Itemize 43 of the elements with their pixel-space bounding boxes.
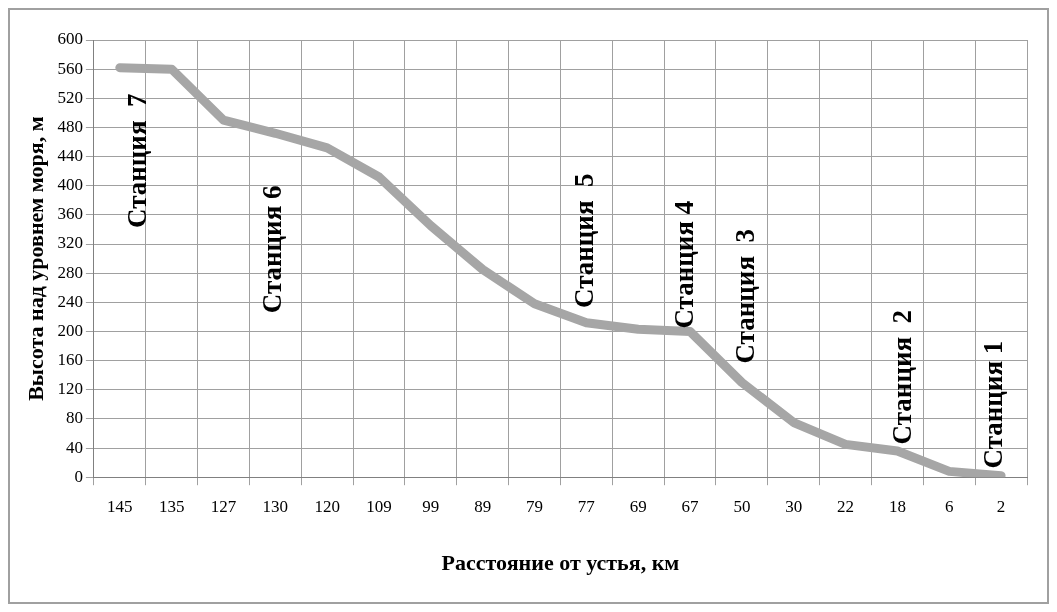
x-tick-label: 2 xyxy=(996,496,1006,516)
x-tick-label: 120 xyxy=(314,496,340,516)
x-tick-label: 22 xyxy=(837,496,855,516)
y-tick-label: 520 xyxy=(57,87,83,107)
y-tick-label: 280 xyxy=(57,262,83,282)
y-tick-label: 600 xyxy=(57,29,83,49)
x-tick-label: 135 xyxy=(158,496,185,516)
x-tick-label: 109 xyxy=(366,496,392,516)
y-tick-label: 400 xyxy=(57,175,83,195)
annotation: Станция 7 xyxy=(121,93,152,228)
x-tick-label: 18 xyxy=(888,496,906,516)
y-tick-label: 80 xyxy=(65,408,83,428)
annotation: Станция 6 xyxy=(256,185,287,314)
y-tick-label: 480 xyxy=(57,116,83,136)
x-tick-label: 69 xyxy=(629,496,647,516)
annotation: Станция 2 xyxy=(886,309,917,445)
x-tick-label: 67 xyxy=(681,496,700,516)
y-tick-label: 160 xyxy=(57,350,83,370)
x-tick-label: 127 xyxy=(210,496,237,516)
y-tick-label: 200 xyxy=(57,320,83,340)
y-tick-label: 40 xyxy=(65,437,83,457)
x-tick-label: 30 xyxy=(785,496,803,516)
x-tick-label: 79 xyxy=(526,496,544,516)
y-tick-label: 560 xyxy=(57,58,83,78)
y-tick-label: 0 xyxy=(74,466,83,486)
x-tick-label: 99 xyxy=(422,496,440,516)
annotation: Станция 3 xyxy=(730,229,761,364)
x-tick-label: 50 xyxy=(733,496,751,516)
y-axis-title: Высота над уровнем моря, м xyxy=(22,116,48,401)
x-tick-label: 77 xyxy=(577,496,596,516)
y-tick-label: 320 xyxy=(57,233,83,253)
annotation: Станция 1 xyxy=(978,340,1009,469)
x-tick-label: 6 xyxy=(944,496,954,516)
x-axis-title: Расстояние от устья, км xyxy=(441,550,680,576)
x-tick-label: 145 xyxy=(107,496,133,516)
y-tick-label: 240 xyxy=(57,291,83,311)
annotation: Станция 4 xyxy=(669,200,700,329)
y-tick-label: 120 xyxy=(57,379,83,399)
y-tick-label: 360 xyxy=(57,204,83,224)
annotation: Станция 5 xyxy=(568,173,599,308)
x-tick-label: 130 xyxy=(262,496,289,516)
x-tick-label: 89 xyxy=(474,496,492,516)
y-tick-label: 440 xyxy=(57,146,83,166)
